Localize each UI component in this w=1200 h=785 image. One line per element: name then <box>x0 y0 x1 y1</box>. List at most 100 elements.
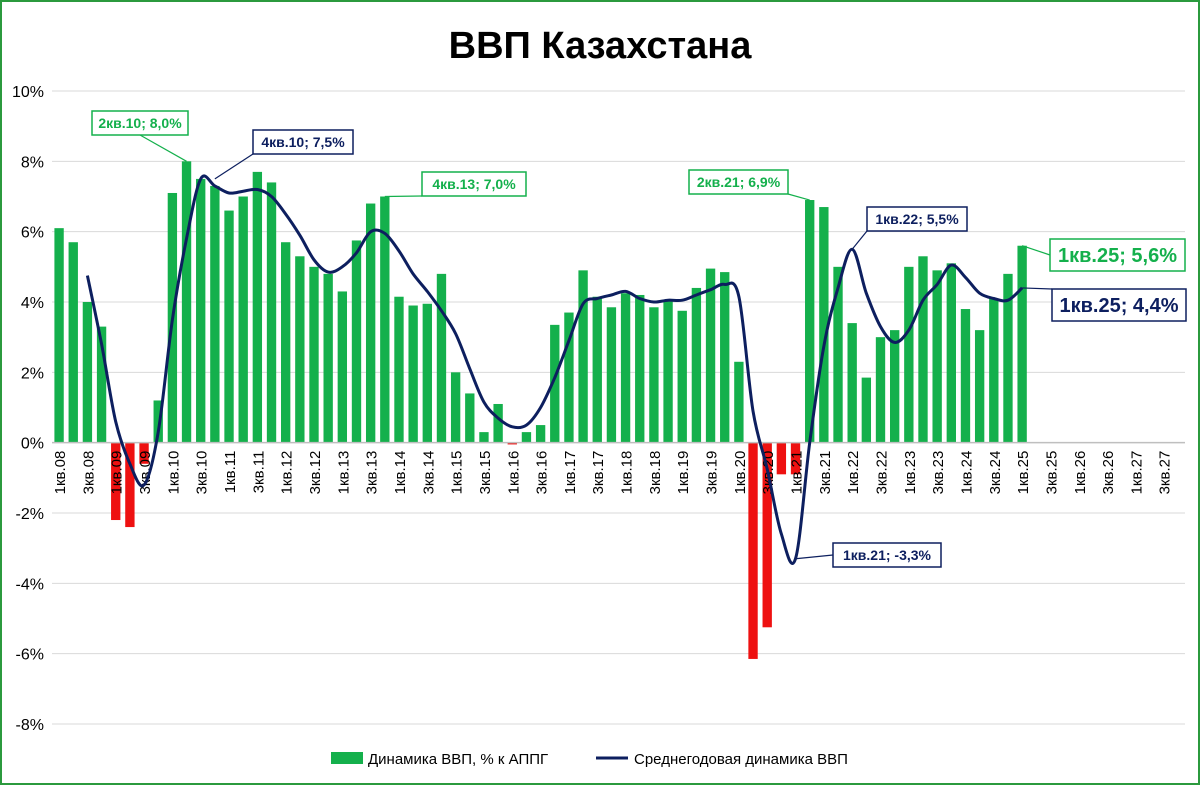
annotation-leader <box>1021 245 1051 256</box>
bar <box>125 442 135 528</box>
bar <box>521 432 532 443</box>
bar <box>861 377 872 443</box>
bar <box>918 256 928 443</box>
x-axis: 1кв.08 3кв.08 1кв.09 3кв.09 1кв.10 3кв.10 1кв.… <box>52 451 1174 495</box>
bar <box>295 256 305 443</box>
x-tick-label: 3кв.09 <box>137 451 154 495</box>
x-tick-label: 1кв.21 <box>789 451 806 495</box>
annotation-box <box>688 169 789 195</box>
x-tick-label: 3кв.25 <box>1043 451 1060 495</box>
bar <box>450 372 461 443</box>
x-tick-label: 3кв.12 <box>307 451 324 495</box>
annotation-label: 1кв.25; 5,6% <box>1058 245 1177 267</box>
annotation-box <box>252 129 354 155</box>
annotation-label: 1кв.25; 4,4% <box>1059 295 1178 317</box>
bar <box>790 442 801 475</box>
x-tick-label: 1кв.16 <box>505 451 522 495</box>
x-tick-label: 3кв.22 <box>874 451 891 495</box>
annotation-leader <box>139 134 187 162</box>
legend-label-line: Среднегодовая динамика ВВП <box>634 751 848 768</box>
annotation-label: 4кв.10; 7,5% <box>261 134 345 150</box>
x-tick-label: 3кв.08 <box>80 451 97 495</box>
bar <box>649 307 659 443</box>
x-tick-label: 1кв.14 <box>392 451 409 495</box>
x-tick-label: 3кв.24 <box>987 451 1004 495</box>
x-tick-label: 1кв.13 <box>335 451 352 495</box>
bar <box>705 268 716 443</box>
annotations: 2кв.10; 8,0% 4кв.10; 7,5% 4кв.13; 7,0% 2кв.… <box>91 110 1187 568</box>
bar <box>620 293 631 443</box>
bar <box>635 294 645 443</box>
x-tick-label: 1кв.08 <box>52 451 69 495</box>
bar <box>266 182 277 443</box>
y-tick-label: -2% <box>16 506 44 523</box>
bar <box>974 330 985 443</box>
grid-lines <box>52 90 1185 725</box>
bar <box>875 337 886 443</box>
x-tick-label: 1кв.11 <box>222 451 239 494</box>
y-tick-label: 10% <box>12 84 44 101</box>
annotation-box <box>832 542 942 568</box>
bar <box>691 287 702 443</box>
x-tick-label: 3кв.14 <box>420 451 437 495</box>
bar <box>238 196 248 443</box>
y-tick-label: -4% <box>16 576 44 593</box>
x-tick-label: 3кв.13 <box>364 451 381 495</box>
chart-title: ВВП Казахстана <box>449 25 753 67</box>
bar <box>181 161 192 443</box>
bar-series <box>54 161 1027 659</box>
bar <box>748 442 758 659</box>
annotation-box <box>421 171 527 197</box>
x-tick-label: 1кв.27 <box>1128 451 1145 495</box>
annotation-leader <box>214 153 254 180</box>
y-tick-label: 4% <box>21 295 44 312</box>
x-tick-label: 1кв.17 <box>562 451 579 495</box>
bar <box>932 270 942 443</box>
bar <box>210 185 220 443</box>
bar <box>365 203 376 443</box>
line-series <box>85 174 1024 565</box>
bar <box>677 310 687 443</box>
x-tick-label: 3кв.23 <box>930 451 947 495</box>
x-tick-label: 1кв.09 <box>109 451 126 495</box>
x-tick-label: 1кв.20 <box>732 451 749 495</box>
y-tick-label: -8% <box>16 717 44 734</box>
bar <box>847 323 857 443</box>
legend: Динамика ВВП, % к АППГ Среднегодовая дина… <box>331 751 848 768</box>
annotation-leader <box>851 230 868 250</box>
annotation-leader <box>384 195 423 198</box>
bar <box>535 425 546 443</box>
bar <box>309 266 319 443</box>
bar <box>1017 245 1027 443</box>
annotation-label: 1кв.21; -3,3% <box>843 547 932 563</box>
x-tick-label: 1кв.25 <box>1015 451 1032 495</box>
bar <box>762 442 772 628</box>
bar <box>946 263 956 443</box>
bar <box>351 240 362 443</box>
annotation-label: 2кв.10; 8,0% <box>98 115 182 131</box>
bar <box>436 273 447 443</box>
x-tick-label: 1кв.12 <box>279 451 296 495</box>
legend-swatch-bars <box>331 752 363 764</box>
bar <box>323 273 333 443</box>
annotation-box <box>866 206 968 232</box>
bar <box>422 303 432 443</box>
bar <box>337 291 348 443</box>
annotation-box <box>91 110 189 136</box>
bar <box>153 400 163 443</box>
bar <box>408 305 418 443</box>
x-tick-label: 1кв.15 <box>449 451 466 495</box>
x-tick-label: 1кв.22 <box>845 451 862 495</box>
y-tick-label: 2% <box>21 365 44 382</box>
x-tick-label: 1кв.18 <box>619 451 636 495</box>
x-tick-label: 3кв.11 <box>250 451 267 494</box>
bar <box>564 312 574 443</box>
bar <box>394 296 404 443</box>
annotation-box <box>1049 238 1186 272</box>
bar <box>833 266 843 443</box>
x-tick-label: 1кв.10 <box>165 451 182 495</box>
bar <box>82 302 93 443</box>
bar <box>550 324 560 443</box>
bar <box>720 272 730 443</box>
bar <box>281 242 291 443</box>
